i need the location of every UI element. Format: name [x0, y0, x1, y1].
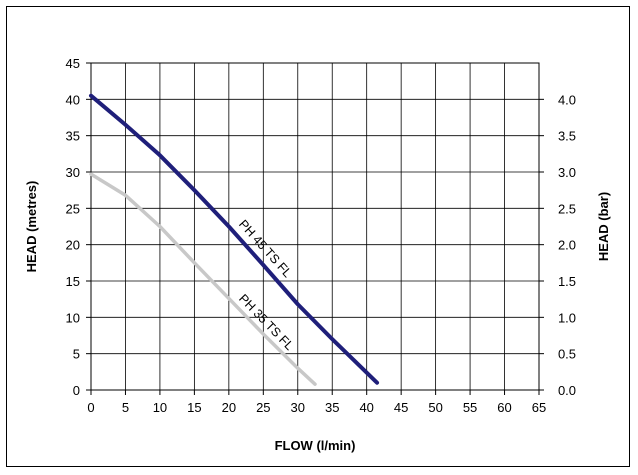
y2-tick-label: 4.0	[558, 92, 576, 107]
series-label: PH 45 TS FL	[236, 217, 294, 280]
x-tick-label: 25	[256, 400, 270, 415]
y-axis-ticks: 0 5 10 15 20 25 30 35 40 45	[66, 56, 91, 398]
x-tick-label: 5	[122, 400, 129, 415]
y2-tick-label: 1.0	[558, 310, 576, 325]
y-tick-label: 30	[66, 165, 80, 180]
x-tick-label: 40	[359, 400, 373, 415]
y2-axis-title: HEAD (bar)	[596, 192, 611, 261]
x-tick-label: 65	[532, 400, 546, 415]
y-tick-label: 40	[66, 92, 80, 107]
x-tick-label: 45	[394, 400, 408, 415]
x-tick-label: 35	[325, 400, 339, 415]
y2-tick-label: 3.0	[558, 165, 576, 180]
x-tick-label: 55	[463, 400, 477, 415]
y-tick-label: 5	[73, 347, 80, 362]
plot-area	[90, 62, 540, 391]
series-line	[89, 172, 317, 386]
x-tick-label: 60	[497, 400, 511, 415]
series-line	[89, 93, 380, 385]
series-label: PH 35 TS FL	[236, 292, 296, 353]
y-tick-label: 35	[66, 129, 80, 144]
y-tick-label: 10	[66, 310, 80, 325]
x-tick-label: 30	[291, 400, 305, 415]
y2-axis-ticks: 0.0 0.5 1.0 1.5 2.0 2.5 3.0 3.5 4.0	[539, 92, 576, 398]
y2-tick-label: 2.0	[558, 238, 576, 253]
x-tick-label: 50	[428, 400, 442, 415]
x-tick-label: 15	[187, 400, 201, 415]
y-axis-title: HEAD (metres)	[24, 181, 39, 273]
x-axis-ticks: 0 5 10 15 20 25 30 35 40 45 50 55 60 65	[87, 390, 546, 415]
y2-tick-label: 3.5	[558, 129, 576, 144]
x-axis-title: FLOW (l/min)	[275, 438, 356, 453]
x-tick-label: 20	[222, 400, 236, 415]
y2-tick-label: 0.5	[558, 347, 576, 362]
y2-tick-label: 0.0	[558, 383, 576, 398]
y-tick-label: 45	[66, 56, 80, 71]
x-tick-label: 10	[153, 400, 167, 415]
y-tick-label: 20	[66, 238, 80, 253]
y2-tick-label: 1.5	[558, 274, 576, 289]
y2-tick-label: 2.5	[558, 201, 576, 216]
y-tick-label: 15	[66, 274, 80, 289]
y-tick-label: 0	[73, 383, 80, 398]
series-group: PH 45 TS FL PH 35 TS FL	[89, 93, 380, 386]
y-tick-label: 25	[66, 201, 80, 216]
x-tick-label: 0	[87, 400, 94, 415]
